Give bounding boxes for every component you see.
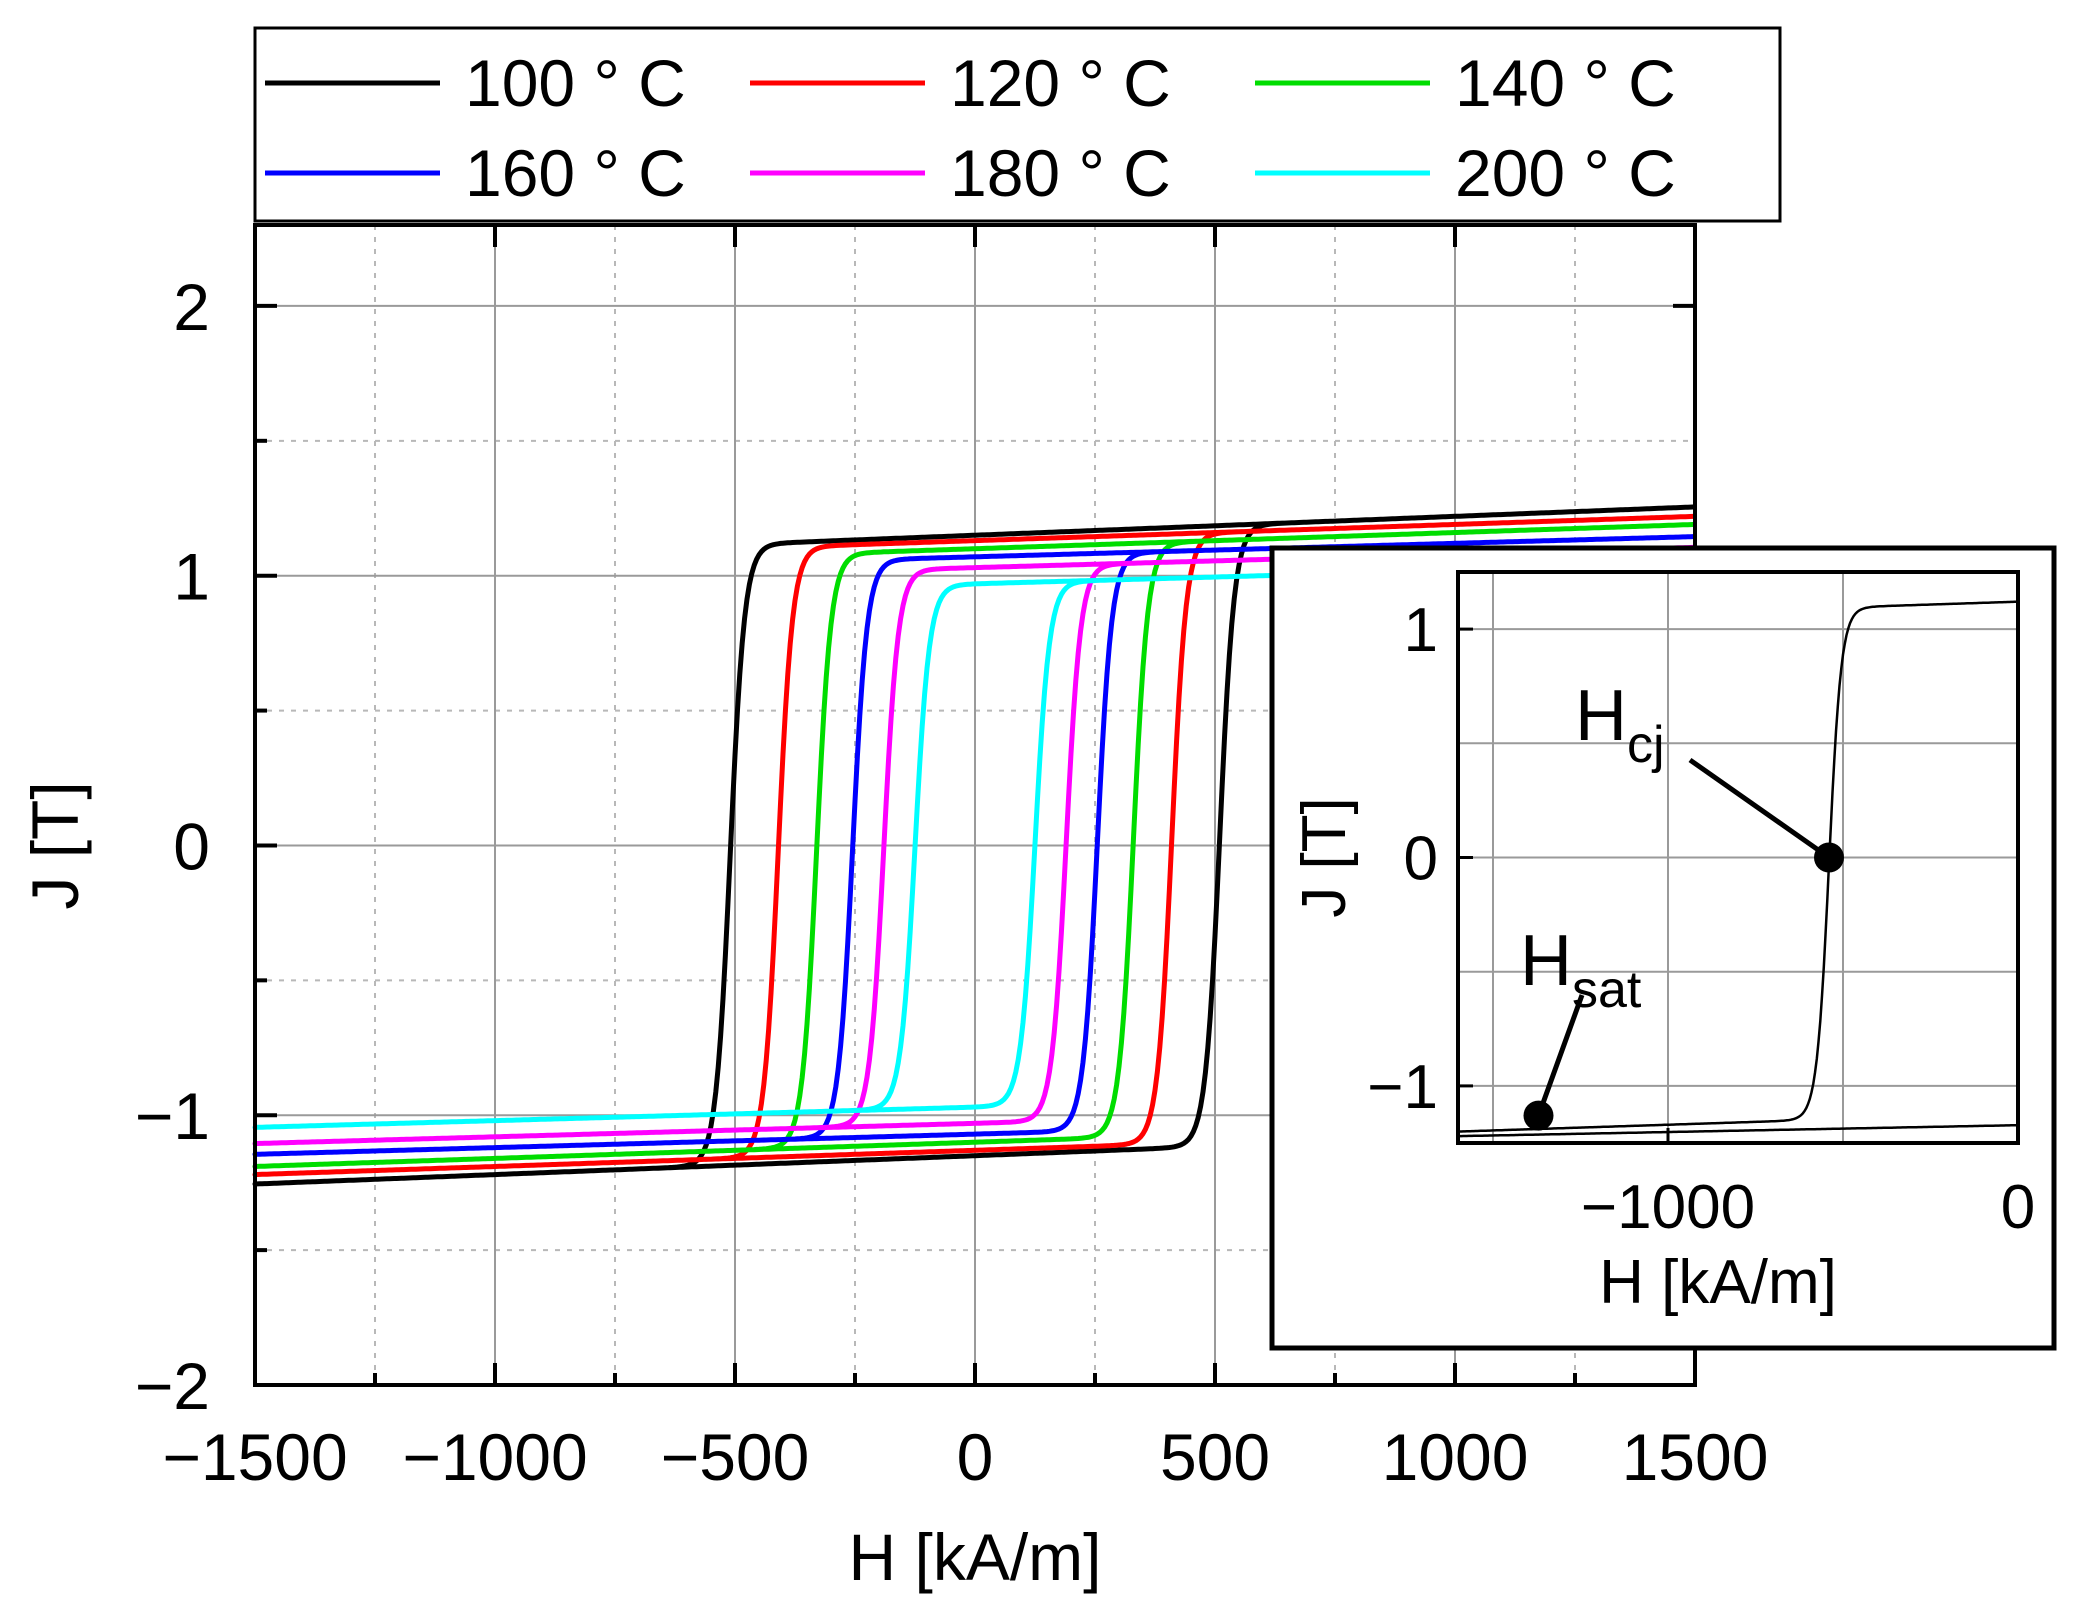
- inset-curve-ascending: [1458, 1123, 2018, 1138]
- main-ticks: [253, 225, 1697, 1387]
- inset-y-axis-title: J [T]: [1290, 797, 1359, 918]
- legend-label-3: 160 ° C: [465, 136, 686, 210]
- legend-label-4: 180 ° C: [950, 136, 1171, 210]
- inset-grid: [1458, 572, 2018, 1143]
- legend-label-1: 120 ° C: [950, 46, 1171, 120]
- inset-x-tick-label: −1000: [1581, 1173, 1755, 1242]
- annotation-point-sat: [1523, 1100, 1554, 1131]
- inset-x-tick-label: 0: [2001, 1173, 2035, 1242]
- annotation-point-cj: [1814, 842, 1844, 873]
- inset-x-axis-title: H [kA/m]: [1599, 1248, 1837, 1317]
- y-tick-label: 0: [173, 809, 210, 883]
- inset-y-tick-label: 0: [1404, 825, 1438, 894]
- inset-ticks: [1458, 627, 2020, 1143]
- y-axis-title: J [T]: [18, 781, 92, 909]
- legend-label-2: 140 ° C: [1455, 46, 1676, 120]
- x-axis-title: H [kA/m]: [848, 1520, 1101, 1594]
- annotation-leader-cj: [1688, 757, 1831, 860]
- inset-curve-descending: [1457, 600, 2018, 1133]
- y-tick-label: 1: [173, 540, 210, 614]
- x-tick-label: −500: [661, 1420, 810, 1494]
- legend-label-5: 200 ° C: [1455, 136, 1676, 210]
- y-tick-label: 2: [173, 270, 210, 344]
- legend: 100 ° C 120 ° C 140 ° C 160 ° C 180 ° C 200 °…: [253, 26, 1782, 223]
- x-tick-label: 1500: [1622, 1420, 1769, 1494]
- legend-label-0: 100 ° C: [465, 46, 686, 120]
- y-tick-label: −1: [135, 1079, 210, 1153]
- y-tick-label: −2: [135, 1349, 210, 1423]
- x-tick-label: 500: [1160, 1420, 1270, 1494]
- x-tick-label: −1000: [402, 1420, 587, 1494]
- x-tick-label: 0: [957, 1420, 994, 1494]
- x-tick-label: −1500: [162, 1420, 347, 1494]
- annotation-label-cj: Hcj: [1575, 676, 1665, 774]
- annotation-leader-sat: [1536, 994, 1585, 1117]
- legend-box: [253, 26, 1782, 223]
- annotation-label-sat: Hsat: [1520, 921, 1642, 1019]
- inset-y-tick-label: −1: [1367, 1053, 1438, 1122]
- inset-y-tick-label: 1: [1404, 596, 1438, 665]
- inset-box: [1269, 545, 2057, 1351]
- x-tick-label: 1000: [1382, 1420, 1529, 1494]
